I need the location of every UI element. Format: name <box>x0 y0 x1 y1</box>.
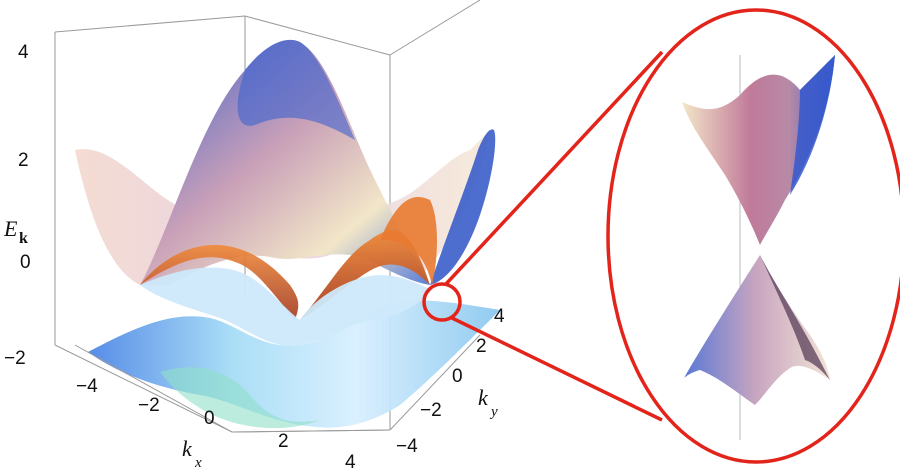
small-highlight-ellipse <box>422 282 462 322</box>
y-tick-label: 4 <box>494 306 505 327</box>
y-tick-label: −4 <box>396 436 418 457</box>
plot-box-front <box>74 344 391 433</box>
x-tick-label: 0 <box>204 408 215 429</box>
svg-text:x: x <box>194 455 202 471</box>
x-tick-label: −4 <box>76 376 98 397</box>
z-tick-label: 0 <box>20 252 31 273</box>
svg-text:E: E <box>3 216 18 241</box>
z-axis-ticks: 4 2 0 −2 <box>4 42 31 369</box>
inset-dirac-cone <box>682 55 835 440</box>
svg-text:k: k <box>182 436 193 461</box>
z-tick-label: −2 <box>4 348 26 369</box>
y-axis-label: k y <box>478 385 498 420</box>
band-inner-edges <box>140 196 437 320</box>
y-tick-label: 2 <box>476 336 487 357</box>
z-axis-label: E k <box>3 216 28 247</box>
y-axis-ticks: −4 −2 0 2 4 <box>396 306 505 457</box>
svg-text:k: k <box>478 385 489 410</box>
z-tick-label: 4 <box>18 42 29 63</box>
connector-line-bottom <box>451 316 663 422</box>
connector-line-top <box>444 50 664 286</box>
dirac-point-highlight <box>422 8 900 464</box>
svg-text:y: y <box>489 404 498 420</box>
x-tick-label: 2 <box>278 431 289 452</box>
x-axis-ticks: −4 −2 0 2 4 <box>76 376 356 473</box>
x-axis-label: k x <box>182 436 202 471</box>
y-tick-label: 0 <box>452 366 463 387</box>
z-tick-label: 2 <box>18 150 29 171</box>
inset-ellipse <box>606 8 900 464</box>
x-tick-label: −2 <box>138 395 160 416</box>
x-tick-label: 4 <box>345 452 356 473</box>
y-tick-label: −2 <box>420 400 442 421</box>
lower-band-surface <box>88 267 500 429</box>
svg-text:k: k <box>19 230 28 247</box>
